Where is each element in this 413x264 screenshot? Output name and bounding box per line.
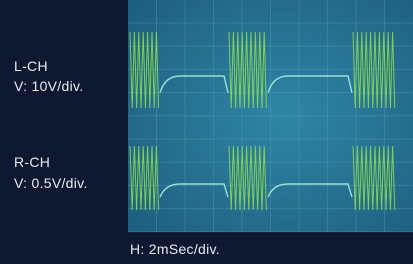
oscilloscope-photo: L-CH V: 10V/div. R-CH V: 0.5V/div. H: 2m… [0,0,413,264]
scope-screen [0,0,413,264]
right-channel-label: R-CH [14,154,50,170]
left-channel-label: L-CH [14,58,48,74]
horizontal-scale-label: H: 2mSec/div. [130,241,220,257]
right-scale-label: V: 0.5V/div. [14,175,88,191]
left-scale-label: V: 10V/div. [14,78,83,94]
